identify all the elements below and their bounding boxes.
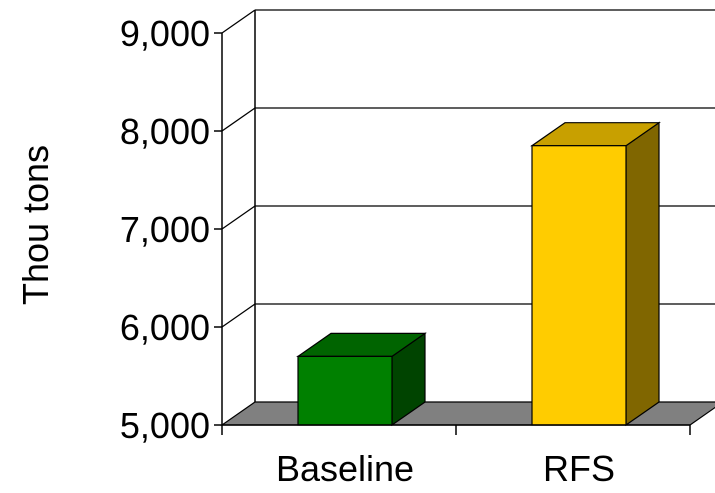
bar-side (625, 121, 660, 427)
side-gridline (221, 303, 256, 328)
gridlines (221, 9, 715, 328)
x-tick-label: RFS (543, 448, 615, 489)
y-tick-label: 5,000 (120, 405, 210, 446)
y-axis-ticks: 5,000 6,000 7,000 8,000 9,000 (120, 13, 222, 446)
y-axis-label: Thou tons (15, 145, 56, 305)
side-gridline (221, 205, 256, 230)
x-tick-label: Baseline (276, 448, 414, 489)
side-gridline (221, 107, 256, 132)
side-gridline (221, 9, 256, 34)
y-tick-label: 9,000 (120, 13, 210, 54)
y-tick-label: 6,000 (120, 307, 210, 348)
bars (296, 121, 661, 427)
y-tick-label: 7,000 (120, 209, 210, 250)
x-axis-ticks: Baseline RFS (221, 424, 691, 489)
y-tick-label: 8,000 (120, 111, 210, 152)
bar-baseline (296, 332, 427, 427)
bar-rfs (530, 121, 661, 427)
bar-front (297, 355, 393, 426)
bar-front (531, 145, 627, 426)
